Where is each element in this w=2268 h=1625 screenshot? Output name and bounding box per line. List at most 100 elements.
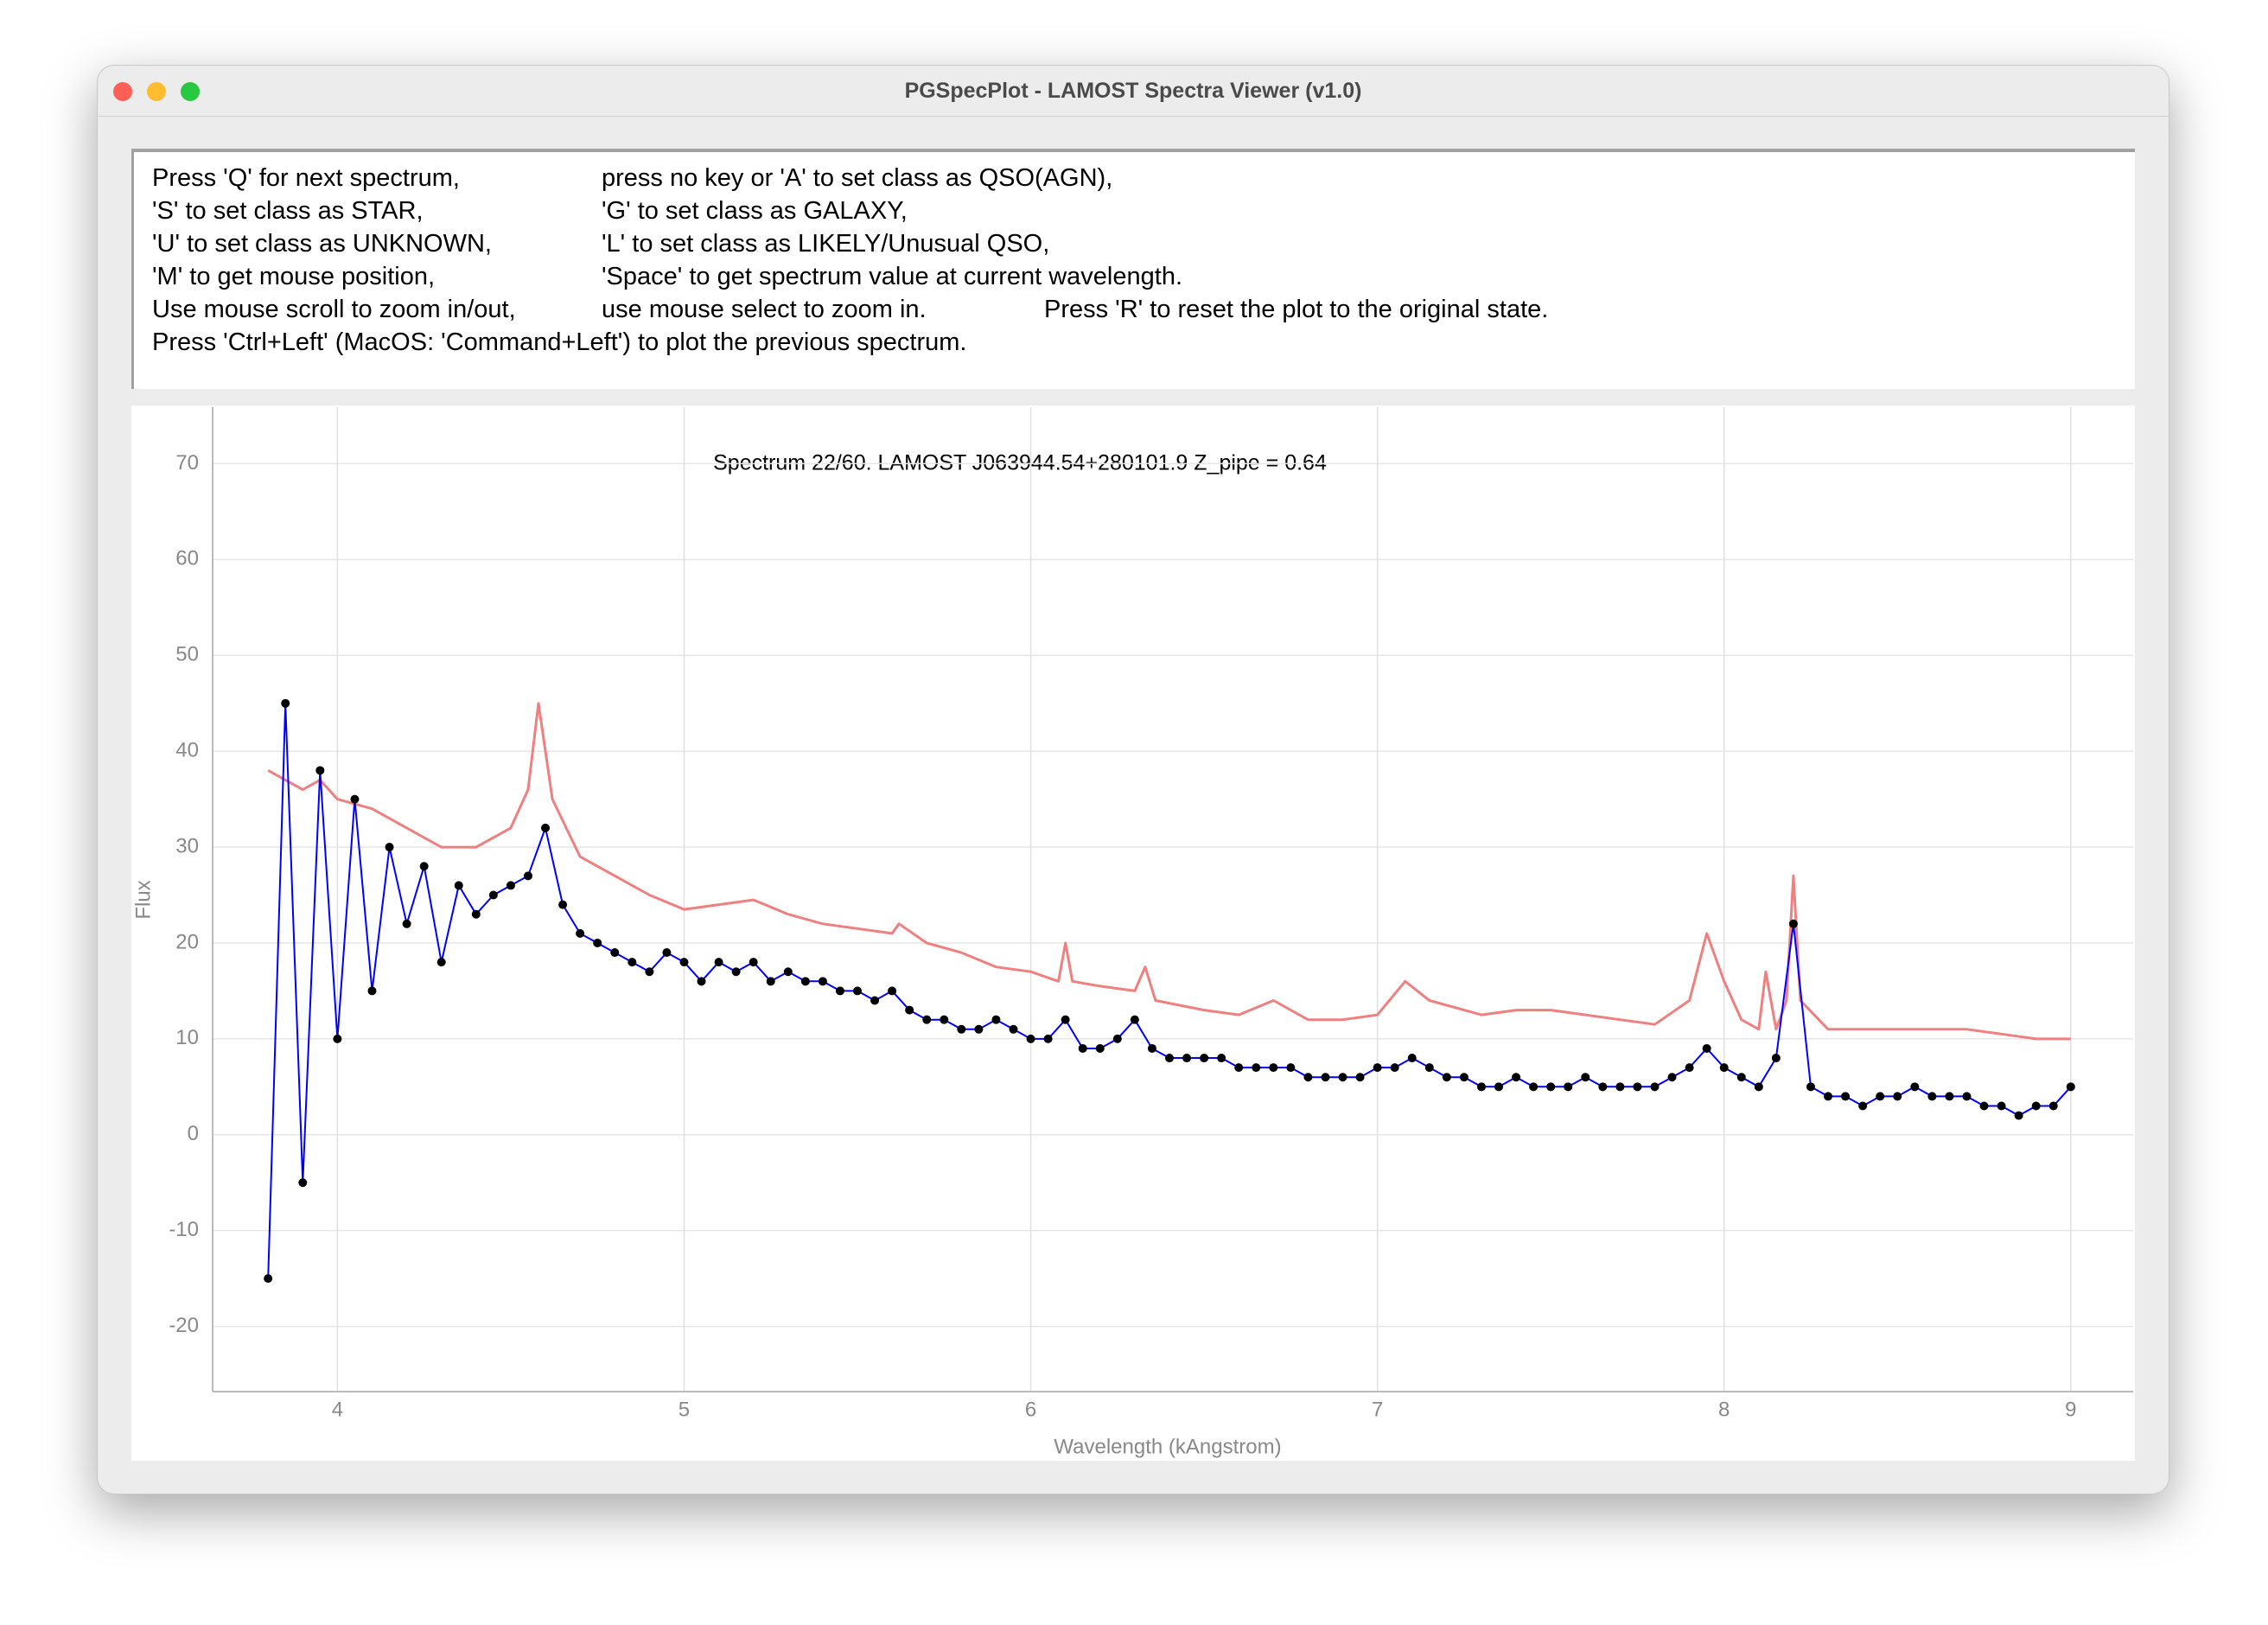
data-point <box>1876 1092 1885 1101</box>
data-point <box>1200 1054 1209 1063</box>
data-point <box>1147 1043 1156 1053</box>
close-button[interactable] <box>113 82 132 101</box>
data-point <box>731 967 741 977</box>
data-point <box>905 1005 914 1015</box>
y-tick-label: 60 <box>175 547 199 570</box>
instruction-text: Press 'Ctrl+Left' (MacOS: 'Command+Left'… <box>152 328 967 356</box>
instruction-text: Use mouse scroll to zoom in/out, <box>152 296 516 323</box>
data-point <box>2048 1101 2058 1111</box>
window-title: PGSpecPlot - LAMOST Spectra Viewer (v1.0… <box>904 79 1362 103</box>
x-tick-label: 9 <box>2065 1398 2076 1421</box>
instruction-text: press no key or 'A' to set class as QSO(… <box>602 164 1113 192</box>
data-point <box>1512 1073 1521 1082</box>
data-point <box>645 967 654 977</box>
data-point <box>1338 1073 1347 1082</box>
spectrum-line <box>267 702 2071 1041</box>
zoom-button[interactable] <box>181 82 200 101</box>
data-point <box>523 871 532 881</box>
x-tick-label: 7 <box>1372 1398 1383 1421</box>
data-point <box>1164 1054 1174 1063</box>
data-point <box>402 919 411 928</box>
data-point <box>1355 1073 1365 1082</box>
data-point <box>1407 1054 1417 1063</box>
data-point <box>1650 1082 1660 1092</box>
data-point <box>749 958 758 967</box>
data-point <box>1667 1073 1677 1082</box>
data-point <box>385 843 394 852</box>
data-point <box>333 1034 342 1043</box>
y-tick-label: 50 <box>175 643 199 666</box>
data-point <box>1598 1082 1608 1092</box>
data-point <box>1009 1024 1018 1034</box>
data-point <box>1615 1082 1625 1092</box>
data-point <box>1321 1073 1330 1082</box>
plot-panel: Spectrum 22/60. LAMOST J063944.54+280101… <box>131 405 2135 1461</box>
data-point <box>264 1274 273 1284</box>
data-point <box>1043 1034 1053 1043</box>
data-point <box>541 823 551 832</box>
data-point <box>1910 1082 1920 1092</box>
spectrum-line <box>267 702 2072 1279</box>
data-point <box>436 958 446 967</box>
minimize-button[interactable] <box>147 82 166 101</box>
data-point <box>367 986 377 996</box>
data-point <box>662 948 672 958</box>
data-point <box>1529 1082 1539 1092</box>
data-point <box>2014 1111 2023 1120</box>
data-point <box>488 890 498 900</box>
data-point <box>697 977 706 986</box>
data-point <box>576 928 585 938</box>
data-point <box>1303 1073 1313 1082</box>
y-tick-label: -20 <box>169 1314 199 1337</box>
data-point <box>419 862 429 871</box>
instruction-text: 'U' to set class as UNKNOWN, <box>152 230 492 258</box>
data-point <box>2066 1082 2075 1092</box>
data-point <box>1719 1063 1729 1073</box>
instruction-text: 'S' to set class as STAR, <box>152 197 424 225</box>
data-point <box>940 1015 949 1024</box>
chart-title: Spectrum 22/60. LAMOST J063944.54+280101… <box>713 451 1327 475</box>
data-point <box>974 1024 984 1034</box>
data-point <box>1182 1054 1192 1063</box>
data-point <box>766 977 775 986</box>
data-point <box>1269 1063 1278 1073</box>
data-point <box>1633 1082 1642 1092</box>
x-tick-label: 8 <box>1718 1398 1730 1421</box>
data-point <box>1893 1092 1902 1101</box>
y-axis-label: Flux <box>131 880 155 919</box>
data-point <box>1112 1034 1122 1043</box>
data-point <box>593 938 602 947</box>
instructions-panel: Press 'Q' for next spectrum, press no key… <box>131 149 2135 389</box>
x-axis-label: Wavelength (kAngstrom) <box>1054 1435 1281 1458</box>
data-point <box>714 958 723 967</box>
data-point <box>454 881 463 890</box>
data-point <box>957 1024 966 1034</box>
data-point <box>1945 1092 1954 1101</box>
y-tick-label: 20 <box>175 930 199 953</box>
data-point <box>2031 1101 2041 1111</box>
data-point <box>1373 1063 1382 1073</box>
data-point <box>1061 1015 1070 1024</box>
y-tick-label: -10 <box>169 1218 199 1241</box>
instruction-text: 'L' to set class as LIKELY/Unusual QSO, <box>602 230 1050 258</box>
data-point <box>1459 1073 1468 1082</box>
data-point <box>1962 1092 1972 1101</box>
data-point <box>471 909 481 919</box>
data-point <box>888 986 897 996</box>
data-point <box>835 986 844 996</box>
data-point <box>1858 1101 1868 1111</box>
data-point <box>1754 1082 1763 1092</box>
y-tick-label: 40 <box>175 738 199 762</box>
y-tick-label: 0 <box>188 1122 199 1145</box>
data-point <box>1476 1082 1486 1092</box>
data-point <box>1581 1073 1590 1082</box>
data-point <box>800 977 810 986</box>
data-point <box>1078 1043 1087 1053</box>
data-point <box>1494 1082 1504 1092</box>
instruction-text: 'G' to set class as GALAXY, <box>602 197 908 225</box>
data-point <box>679 958 689 967</box>
data-point <box>610 948 620 958</box>
data-point <box>870 996 880 1005</box>
data-point <box>991 1015 1001 1024</box>
data-point <box>1841 1092 1851 1101</box>
